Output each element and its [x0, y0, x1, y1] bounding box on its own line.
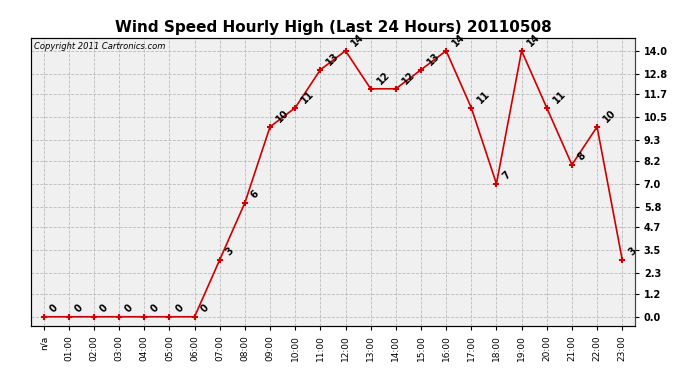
Text: 10: 10 — [601, 108, 618, 124]
Text: 13: 13 — [324, 51, 341, 68]
Text: 7: 7 — [501, 170, 513, 182]
Text: 0: 0 — [148, 303, 160, 315]
Text: 10: 10 — [274, 108, 290, 124]
Text: 0: 0 — [98, 303, 110, 315]
Text: 0: 0 — [199, 303, 210, 315]
Text: 0: 0 — [73, 303, 85, 315]
Text: 11: 11 — [475, 89, 492, 106]
Text: 8: 8 — [576, 151, 588, 163]
Text: 3: 3 — [627, 246, 638, 258]
Text: 0: 0 — [174, 303, 186, 315]
Text: 3: 3 — [224, 246, 236, 258]
Title: Wind Speed Hourly High (Last 24 Hours) 20110508: Wind Speed Hourly High (Last 24 Hours) 2… — [115, 20, 551, 35]
Text: 14: 14 — [350, 32, 366, 49]
Text: 14: 14 — [451, 32, 467, 49]
Text: 11: 11 — [551, 89, 568, 106]
Text: 0: 0 — [124, 303, 135, 315]
Text: 11: 11 — [299, 89, 316, 106]
Text: Copyright 2011 Cartronics.com: Copyright 2011 Cartronics.com — [34, 42, 166, 51]
Text: 6: 6 — [249, 189, 261, 201]
Text: 13: 13 — [425, 51, 442, 68]
Text: 14: 14 — [526, 32, 542, 49]
Text: 0: 0 — [48, 303, 59, 315]
Text: 12: 12 — [400, 70, 417, 87]
Text: 12: 12 — [375, 70, 391, 87]
